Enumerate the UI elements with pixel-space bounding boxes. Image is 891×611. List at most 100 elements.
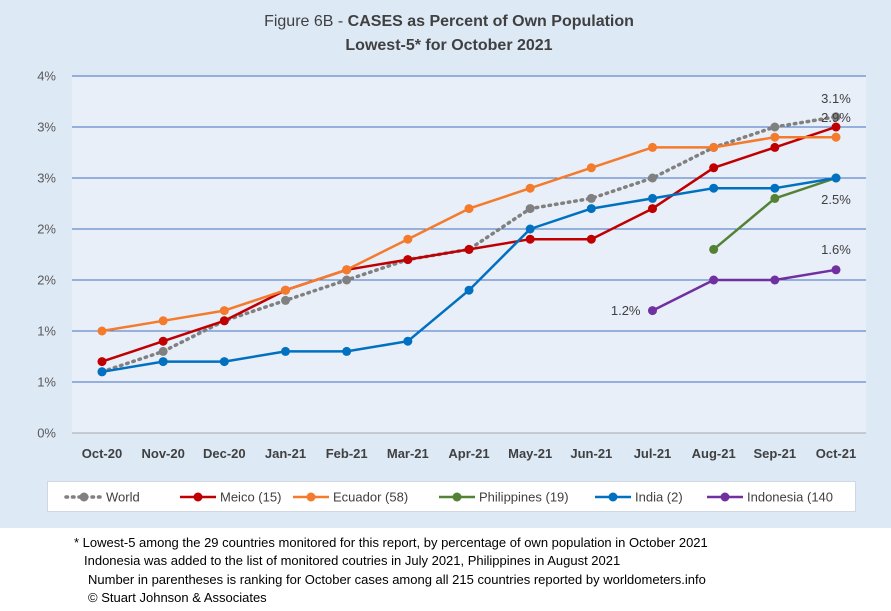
- legend-marker: [306, 492, 316, 502]
- data-point: [464, 244, 474, 254]
- series-layer: [97, 112, 841, 377]
- data-point: [709, 275, 719, 285]
- chart-title-prefix: Figure 6B -: [264, 13, 348, 30]
- data-point: [342, 265, 352, 275]
- data-label: 1.2%: [611, 303, 641, 318]
- data-labels: 3.1% 2.9% 2.5% 1.6% 1.2%: [611, 91, 851, 318]
- data-point: [586, 163, 596, 173]
- data-point: [525, 234, 535, 244]
- y-tick-label: 3%: [37, 120, 56, 135]
- data-point: [97, 357, 107, 367]
- legend-entry-indonesia-140: Indonesia (140: [707, 490, 833, 505]
- x-tick-label: Jan-21: [265, 446, 306, 461]
- chart-title-bold: CASES as Percent of Own Population: [348, 13, 634, 30]
- data-point: [525, 204, 535, 214]
- data-point: [770, 142, 780, 152]
- data-point: [831, 132, 841, 142]
- data-point: [709, 163, 719, 173]
- legend-entry-india-2: India (2): [595, 490, 683, 505]
- x-tick-label: Oct-20: [82, 446, 122, 461]
- data-point: [158, 316, 168, 326]
- data-point: [648, 204, 657, 214]
- data-point: [709, 183, 719, 193]
- legend-entry-philippines-19: Philippines (19): [439, 490, 569, 505]
- x-tick-label: Sep-21: [754, 446, 797, 461]
- legend-marker: [193, 492, 203, 502]
- data-point: [464, 285, 474, 295]
- chart-title: Figure 6B - CASES as Percent of Own Popu…: [264, 13, 634, 30]
- data-point: [158, 336, 168, 346]
- series-ecuador-58: [97, 132, 841, 336]
- footnote-line-4: © Stuart Johnson & Associates: [88, 589, 267, 605]
- data-point: [586, 204, 596, 214]
- data-point: [464, 204, 474, 214]
- data-point: [648, 306, 657, 316]
- series-indonesia-140: [648, 265, 841, 316]
- legend-marker: [720, 492, 730, 502]
- legend-label: Ecuador (58): [333, 490, 408, 505]
- data-point: [342, 346, 352, 356]
- data-point: [648, 142, 657, 152]
- data-label: 2.5%: [821, 192, 851, 207]
- chart-subtitle: Lowest-5* for October 2021: [345, 37, 552, 54]
- data-point: [158, 346, 168, 356]
- data-label: 1.6%: [821, 242, 851, 257]
- data-point: [586, 234, 596, 244]
- y-tick-label: 2%: [37, 222, 56, 237]
- data-point: [770, 275, 780, 285]
- data-label: 3.1%: [821, 91, 851, 106]
- legend-label: World: [106, 490, 140, 505]
- data-point: [403, 255, 413, 265]
- data-point: [281, 346, 290, 356]
- footnote-line-2: Indonesia was added to the list of monit…: [84, 553, 621, 569]
- legend-marker: [452, 492, 462, 502]
- x-tick-label: Apr-21: [448, 446, 489, 461]
- y-tick-label: 4%: [37, 69, 56, 84]
- data-point: [709, 244, 719, 254]
- legend: World Meico (15) Ecuador (58) Philippines (…: [47, 481, 856, 512]
- data-point: [219, 316, 229, 326]
- data-point: [709, 142, 719, 152]
- y-tick-label: 3%: [37, 171, 56, 186]
- x-tick-label: Mar-21: [387, 446, 429, 461]
- data-point: [403, 234, 413, 244]
- data-point: [831, 173, 841, 183]
- footnote-line-3: Number in parentheses is ranking for Oct…: [88, 571, 706, 587]
- footnote-line-1: * Lowest-5 among the 29 countries monito…: [74, 535, 708, 550]
- legend-label: Indonesia (140: [747, 490, 833, 505]
- legend-entries: World Meico (15) Ecuador (58) Philippines (…: [64, 490, 833, 505]
- x-tick-label: Feb-21: [326, 446, 368, 461]
- legend-label: India (2): [635, 490, 683, 505]
- line-chart: Figure 6B - CASES as Percent of Own Popu…: [37, 13, 866, 461]
- legend-label: Philippines (19): [479, 490, 569, 505]
- x-tick-label: Aug-21: [692, 446, 736, 461]
- x-tick-label: Jun-21: [570, 446, 612, 461]
- y-tick-label: 0%: [37, 426, 56, 441]
- data-point: [586, 193, 596, 203]
- x-axis-tick-labels: Oct-20 Nov-20 Dec-20 Jan-21 Feb-21 Mar-21 Apr-…: [82, 446, 856, 461]
- x-tick-label: Oct-21: [816, 446, 856, 461]
- legend-label: Meico (15): [220, 490, 281, 505]
- y-tick-label: 2%: [37, 273, 56, 288]
- legend-entry-meico-15: Meico (15): [180, 490, 281, 505]
- data-label: 2.9%: [821, 110, 851, 125]
- data-point: [525, 224, 535, 234]
- legend-marker: [608, 492, 618, 502]
- x-tick-label: Jul-21: [634, 446, 672, 461]
- y-tick-label: 1%: [37, 324, 56, 339]
- data-point: [281, 295, 290, 305]
- series-india-2: [97, 173, 841, 377]
- data-point: [770, 122, 780, 132]
- data-point: [770, 193, 780, 203]
- legend-entry-world: World: [64, 490, 140, 505]
- y-axis-tick-labels: 0% 1% 1% 2% 2% 3% 3% 4%: [37, 69, 56, 441]
- data-point: [648, 193, 657, 203]
- y-tick-label: 1%: [37, 375, 56, 390]
- legend-entry-ecuador-58: Ecuador (58): [293, 490, 408, 505]
- data-point: [97, 367, 107, 377]
- legend-marker: [79, 492, 89, 502]
- data-point: [770, 132, 780, 142]
- x-tick-label: Dec-20: [203, 446, 246, 461]
- data-point: [831, 112, 841, 122]
- series-line: [651, 268, 837, 312]
